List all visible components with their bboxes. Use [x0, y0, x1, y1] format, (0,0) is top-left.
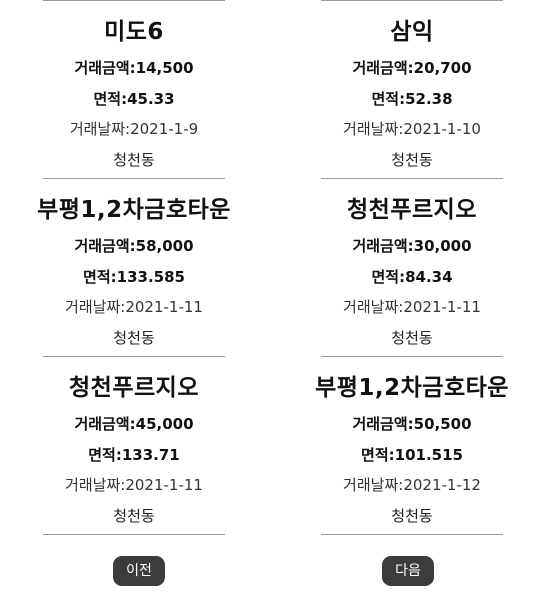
listing-card: 부평1,2차금호타운 거래금액:58,000 면적:133.585 거래날짜:2…	[37, 179, 230, 356]
listing-card: 삼익 거래금액:20,700 면적:52.38 거래날짜:2021-1-10 청…	[321, 1, 503, 178]
area: 면적:45.33	[93, 90, 175, 108]
apartment-name: 청천푸르지오	[347, 197, 477, 223]
listing-card: 부평1,2차금호타운 거래금액:50,500 면적:101.515 거래날짜:2…	[315, 357, 508, 534]
divider	[43, 0, 225, 1]
apartment-name: 청천푸르지오	[69, 375, 199, 401]
dong-name: 청천동	[113, 507, 155, 525]
listing-column-left: 미도6 거래금액:14,500 면적:45.33 거래날짜:2021-1-9 청…	[37, 0, 230, 535]
divider	[321, 534, 503, 535]
area: 면적:133.585	[83, 268, 185, 286]
divider	[321, 0, 503, 1]
trade-date: 거래날짜:2021-1-11	[65, 476, 203, 494]
trade-date: 거래날짜:2021-1-12	[343, 476, 481, 494]
apartment-name: 부평1,2차금호타운	[315, 375, 509, 401]
dong-name: 청천동	[113, 151, 155, 169]
apartment-name: 부평1,2차금호타운	[37, 197, 231, 223]
trade-price: 거래금액:20,700	[352, 59, 472, 77]
area: 면적:133.71	[88, 446, 180, 464]
dong-name: 청천동	[391, 329, 433, 347]
dong-name: 청천동	[391, 151, 433, 169]
divider	[43, 356, 225, 357]
divider	[321, 356, 503, 357]
listing-column-right: 삼익 거래금액:20,700 면적:52.38 거래날짜:2021-1-10 청…	[315, 0, 508, 535]
trade-price: 거래금액:45,000	[74, 415, 194, 433]
divider	[43, 534, 225, 535]
area: 면적:84.34	[371, 268, 453, 286]
listing-card: 미도6 거래금액:14,500 면적:45.33 거래날짜:2021-1-9 청…	[43, 1, 225, 178]
trade-price: 거래금액:58,000	[74, 237, 194, 255]
apartment-name: 미도6	[104, 19, 164, 45]
dong-name: 청천동	[391, 507, 433, 525]
trade-date: 거래날짜:2021-1-9	[69, 120, 199, 138]
trade-price: 거래금액:14,500	[74, 59, 194, 77]
trade-date: 거래날짜:2021-1-11	[65, 298, 203, 316]
apartment-name: 삼익	[390, 19, 434, 45]
trade-date: 거래날짜:2021-1-11	[343, 298, 481, 316]
prev-button[interactable]: 이전	[113, 556, 165, 586]
area: 면적:101.515	[361, 446, 463, 464]
next-button[interactable]: 다음	[382, 556, 434, 586]
divider	[321, 178, 503, 179]
listing-card: 청천푸르지오 거래금액:30,000 면적:84.34 거래날짜:2021-1-…	[321, 179, 503, 356]
trade-date: 거래날짜:2021-1-10	[343, 120, 481, 138]
area: 면적:52.38	[371, 90, 453, 108]
listing-card: 청천푸르지오 거래금액:45,000 면적:133.71 거래날짜:2021-1…	[43, 357, 225, 534]
dong-name: 청천동	[113, 329, 155, 347]
trade-price: 거래금액:30,000	[352, 237, 472, 255]
trade-price: 거래금액:50,500	[352, 415, 472, 433]
divider	[43, 178, 225, 179]
